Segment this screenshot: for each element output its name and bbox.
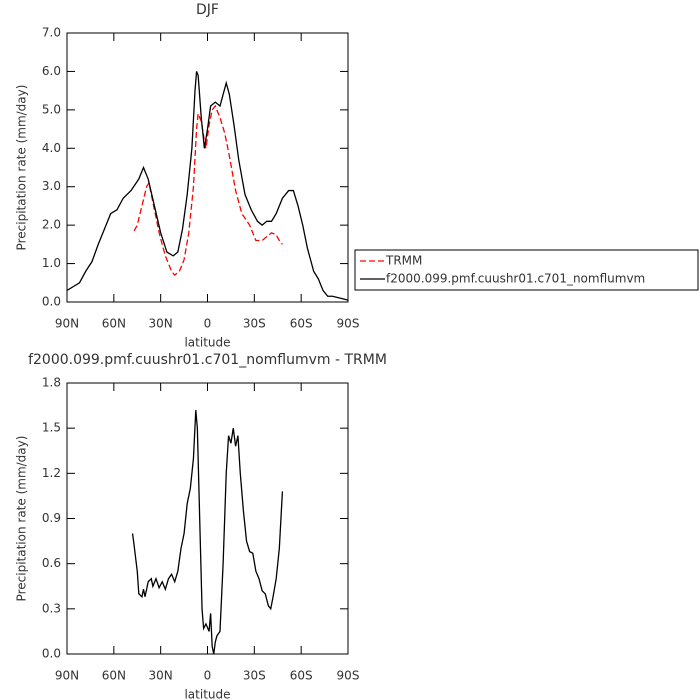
data-line [133,104,283,277]
legend-box [354,249,699,291]
x-tick-label: 30N [149,317,173,331]
x-tick-label: 90S [337,317,360,331]
x-tick-label: 60N [102,669,126,683]
x-tick-label: 60S [290,317,313,331]
y-tick-label: 2.0 [42,218,61,232]
y-tick-label: 3.0 [42,179,61,193]
y-tick-label: 0.6 [42,556,61,570]
plot-frame [66,32,349,303]
x-tick-label: 30S [243,669,266,683]
y-axis-label: Precipitation rate (mm/day) [15,85,29,251]
x-tick-label: 90N [55,669,79,683]
chart-title: DJF [196,2,219,18]
x-axis-label: latitude [184,336,230,350]
x-tick-label: 0 [204,317,212,331]
y-tick-label: 1.0 [42,256,61,270]
y-axis-label: Precipitation rate (mm/day) [15,436,29,602]
y-tick-label: 1.5 [42,421,61,435]
y-tick-label: 0.9 [42,511,61,525]
legend-label: TRMM [385,254,422,268]
plot-frame [66,382,349,655]
x-tick-label: 90N [55,317,79,331]
x-axis-label: latitude [184,688,230,700]
legend-label: f2000.099.pmf.cuushr01.c701_nomflumvm [386,272,645,286]
y-tick-label: 1.2 [42,466,61,480]
x-tick-label: 30S [243,317,266,331]
x-tick-label: 30N [149,669,173,683]
x-tick-label: 90S [337,669,360,683]
y-tick-label: 4.0 [42,141,61,155]
y-tick-label: 0.3 [42,601,61,615]
chart-title: f2000.099.pmf.cuushr01.c701_nomflumvm - … [28,352,387,368]
y-tick-label: 6.0 [42,64,61,78]
y-tick-label: 5.0 [42,102,61,116]
x-tick-label: 0 [204,669,212,683]
y-tick-label: 7.0 [42,26,61,40]
x-tick-label: 60S [290,669,313,683]
y-tick-label: 0.0 [42,647,61,661]
y-tick-label: 0.0 [42,295,61,309]
data-line [131,410,284,655]
data-line [66,71,349,301]
y-tick-label: 1.8 [42,376,61,390]
x-tick-label: 60N [102,317,126,331]
